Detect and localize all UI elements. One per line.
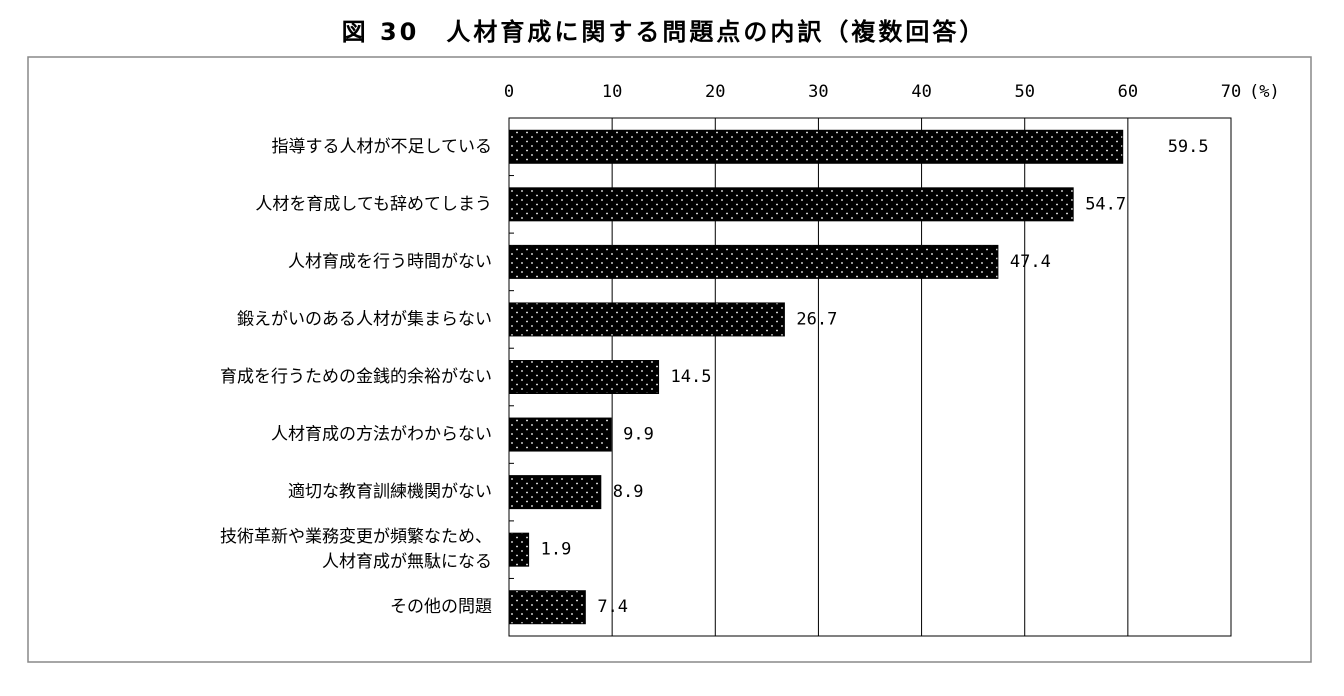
value-label: 47.4 bbox=[1010, 252, 1051, 272]
x-tick-label: 40 bbox=[911, 82, 931, 102]
value-label: 14.5 bbox=[671, 367, 712, 387]
x-tick-label: 0 bbox=[504, 82, 514, 102]
bar bbox=[508, 360, 660, 394]
bar bbox=[508, 475, 602, 510]
y-tick-label: 技術革新や業務変更が頻繁なため、 bbox=[220, 527, 492, 547]
y-tick-label: 人材を育成しても辞めてしまう bbox=[255, 194, 492, 214]
y-tick-label: 適切な教育訓練機関がない bbox=[288, 482, 492, 502]
x-tick-label: 20 bbox=[705, 82, 725, 102]
bar bbox=[508, 590, 586, 625]
y-tick-label: 鍛えがいのある人材が集まらない bbox=[237, 309, 492, 329]
y-tick-label: 育成を行うための金銭的余裕がない bbox=[220, 367, 492, 387]
y-tick-label: 人材育成を行う時間がない bbox=[288, 252, 492, 272]
value-label: 8.9 bbox=[613, 482, 644, 502]
x-tick-label: 50 bbox=[1014, 82, 1034, 102]
y-tick-label: 指導する人材が不足している bbox=[272, 137, 493, 157]
bar bbox=[508, 532, 530, 567]
value-label: 9.9 bbox=[623, 425, 654, 445]
x-tick-label: 60 bbox=[1118, 82, 1138, 102]
x-axis-unit: (%) bbox=[1249, 82, 1280, 102]
bar bbox=[508, 187, 1074, 222]
y-tick-label: 人材育成の方法がわからない bbox=[271, 425, 492, 445]
bar bbox=[508, 417, 612, 452]
bar bbox=[508, 244, 999, 279]
bar bbox=[508, 302, 785, 337]
x-tick-label: 70 bbox=[1221, 82, 1241, 102]
value-label: 7.4 bbox=[597, 597, 628, 617]
x-tick-label: 30 bbox=[808, 82, 828, 102]
value-label: 26.7 bbox=[796, 309, 837, 329]
value-label: 59.5 bbox=[1168, 137, 1209, 157]
bar bbox=[508, 129, 1124, 164]
x-tick-label: 10 bbox=[602, 82, 622, 102]
chart-title: 図 30 人材育成に関する問題点の内訳（複数回答） bbox=[342, 18, 987, 46]
frame bbox=[27, 56, 1312, 663]
value-label: 1.9 bbox=[541, 540, 572, 560]
y-tick-label: その他の問題 bbox=[390, 597, 492, 617]
y-tick-label: 人材育成が無駄になる bbox=[322, 552, 492, 572]
value-label: 54.7 bbox=[1085, 194, 1126, 214]
